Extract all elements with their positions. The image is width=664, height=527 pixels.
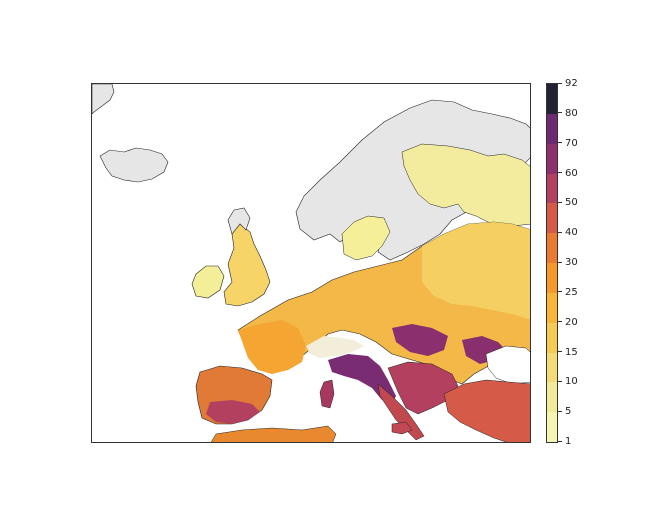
hungary-region	[392, 324, 448, 356]
colorbar-tick-mark	[558, 291, 562, 293]
colorbar-tick-label: 30	[558, 257, 578, 268]
colorbar-tick-label: 15	[558, 347, 578, 358]
colorbar-segment	[547, 113, 557, 145]
colorbar-segment	[547, 143, 557, 175]
colorbar-segment	[547, 412, 557, 442]
colorbar-tick-value: 15	[565, 346, 578, 358]
colorbar-tick-label: 80	[558, 108, 578, 119]
colorbar-tick-label: 50	[558, 197, 578, 208]
colorbar-tick-label: 25	[558, 287, 578, 298]
colorbar-tick-value: 50	[565, 197, 578, 209]
colorbar-tick-label: 92	[558, 78, 578, 89]
europe-map	[91, 83, 531, 443]
colorbar	[546, 83, 558, 443]
colorbar-tick-label: 20	[558, 317, 578, 328]
colorbar-segment	[547, 352, 557, 384]
colorbar-segment	[547, 292, 557, 324]
colorbar-tick-value: 70	[565, 137, 578, 149]
colorbar-tick-value: 92	[565, 78, 578, 89]
colorbar-tick-mark	[558, 231, 562, 233]
map-canvas	[92, 84, 530, 442]
eastern-europe-region	[422, 222, 530, 320]
colorbar-tick-value: 30	[565, 257, 578, 268]
colorbar-tick-mark	[558, 172, 562, 173]
colorbar-tick-value: 60	[565, 167, 578, 179]
colorbar-tick-mark	[558, 261, 562, 263]
colorbar-tick-mark	[558, 142, 562, 144]
sicily-island	[391, 421, 413, 435]
colorbar-tick-label: 40	[558, 227, 578, 238]
great-britain-landmass	[223, 223, 271, 307]
colorbar-segment	[547, 233, 557, 264]
colorbar-segment	[547, 173, 557, 205]
colorbar-tick-label: 10	[558, 376, 578, 387]
north-africa-landmass	[210, 425, 337, 442]
black-sea	[485, 345, 530, 385]
colorbar-tick-mark	[558, 112, 562, 114]
colorbar-segment	[547, 382, 557, 414]
colorbar-tick-label: 60	[558, 168, 578, 179]
colorbar-tick-label: 1	[558, 436, 571, 447]
colorbar-segment	[547, 263, 557, 294]
colorbar-tick-label: 70	[558, 138, 578, 149]
colorbar-tick-value: 25	[565, 286, 578, 298]
colorbar-tick-value: 20	[565, 316, 578, 328]
iberia-south-region	[206, 400, 260, 424]
south-sweden-region	[341, 215, 391, 261]
colorbar-tick-value: 40	[565, 227, 578, 239]
colorbar-tick-label: 5	[558, 406, 571, 417]
colorbar-tick-mark	[558, 410, 562, 412]
france-region	[238, 320, 306, 374]
sardinia-island	[319, 379, 335, 409]
colorbar-tick-mark	[558, 351, 562, 352]
alps-region	[306, 336, 364, 358]
colorbar-tick-mark	[558, 321, 562, 323]
scotland-landmass	[227, 207, 251, 235]
colorbar-segment	[547, 84, 557, 115]
colorbar-tick-mark	[558, 380, 562, 382]
anatolia-region	[443, 379, 530, 442]
colorbar-tick-mark	[558, 440, 562, 442]
colorbar-tick-value: 1	[565, 436, 572, 447]
italy-peninsula	[377, 383, 425, 441]
iceland-landmass	[99, 147, 169, 183]
colorbar-tick-mark	[558, 82, 562, 84]
colorbar-tick-mark	[558, 201, 562, 203]
colorbar-tick-value: 10	[565, 376, 578, 388]
greenland-landmass	[92, 84, 115, 115]
colorbar-tick-value: 80	[565, 107, 578, 119]
colorbar-segment	[547, 322, 557, 354]
colorbar-tick-value: 5	[565, 406, 572, 418]
ireland-landmass	[191, 265, 225, 299]
colorbar-segment	[547, 203, 557, 235]
